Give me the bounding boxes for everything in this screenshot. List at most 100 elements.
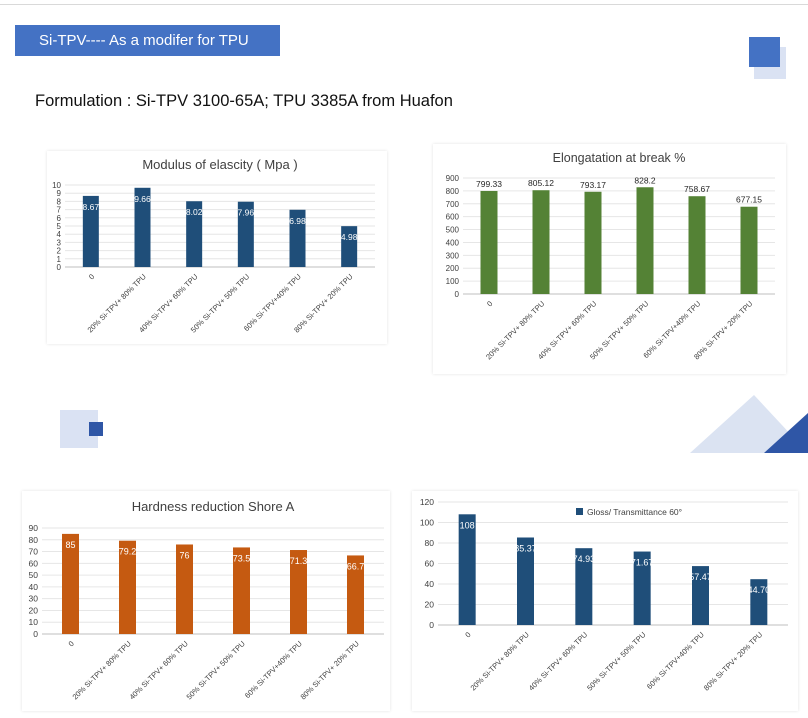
elongation-category-label: 40% Si-TPV+ 60% TPU <box>536 299 598 361</box>
modulus-category-label: 40% Si-TPV+ 60% TPU <box>137 272 199 334</box>
gloss-data-label: 57.47 <box>689 572 712 582</box>
modulus-category-label: 80% Si-TPV+ 20% TPU <box>292 272 354 334</box>
gloss-category-label: 50% Si-TPV+ 50% TPU <box>585 630 647 692</box>
gloss-bar <box>517 537 534 625</box>
hardness-y-tick-label: 60 <box>29 558 39 568</box>
hardness-y-tick-label: 90 <box>29 523 39 533</box>
elongation-data-label: 677.15 <box>736 195 762 205</box>
gloss-y-tick-label: 20 <box>425 600 435 610</box>
gloss-data-label: 71.67 <box>631 558 654 568</box>
elongation-y-tick-label: 400 <box>446 238 460 247</box>
hardness-bar <box>119 540 136 634</box>
hardness-chart-panel: Hardness reduction Shore A 0 10 20 30 40 50 60 7… <box>22 491 390 711</box>
elongation-bar <box>636 187 654 294</box>
hardness-data-label: 79.2 <box>119 547 137 557</box>
hardness-chart-title: Hardness reduction Shore A <box>132 499 295 514</box>
gloss-bar <box>692 566 709 625</box>
hardness-category-label: 50% Si-TPV+ 50% TPU <box>184 639 246 701</box>
modulus-y-tick-label: 7 <box>57 206 62 215</box>
section-banner: Si-TPV---- As a modifer for TPU <box>15 25 280 56</box>
deco-square-dark-2 <box>89 422 103 436</box>
modulus-chart-title: Modulus of elascity ( Mpa ) <box>142 157 297 172</box>
top-divider <box>0 4 808 5</box>
elongation-y-tick-label: 900 <box>446 174 460 183</box>
elongation-chart-title: Elongatation at break % <box>553 151 686 165</box>
elongation-data-label: 793.17 <box>580 180 606 190</box>
gloss-data-label: 44.70 <box>748 585 771 595</box>
modulus-y-tick-label: 9 <box>57 189 62 198</box>
hardness-data-label: 76 <box>179 550 189 560</box>
elongation-bar <box>480 190 498 294</box>
elongation-bar <box>688 196 706 294</box>
hardness-data-label: 66.7 <box>347 561 365 571</box>
elongation-y-tick-label: 0 <box>455 290 460 299</box>
modulus-category-label: 60% Si-TPV+40% TPU <box>242 272 303 333</box>
gloss-category-label: 80% Si-TPV+ 20% TPU <box>702 630 764 692</box>
gloss-bar <box>750 579 768 625</box>
hardness-category-label: 80% Si-TPV+ 20% TPU <box>298 639 360 701</box>
elongation-bar <box>532 190 550 294</box>
modulus-chart: Modulus of elascity ( Mpa )0123456789108… <box>52 157 375 334</box>
gloss-data-label: 85.37 <box>514 543 537 553</box>
hardness-y-tick-label: 0 <box>33 629 38 639</box>
hardness-data-label: 85 <box>65 540 75 550</box>
gloss-y-tick-label: 100 <box>420 518 434 528</box>
hardness-bar <box>176 544 193 634</box>
deco-triangles <box>690 395 808 453</box>
modulus-data-label: 7.96 <box>238 208 255 218</box>
hardness-bar <box>62 533 79 634</box>
hardness-category-label: 60% Si-TPV+40% TPU <box>243 639 304 700</box>
modulus-category-label: 50% Si-TPV+ 50% TPU <box>189 272 251 334</box>
modulus-bar <box>289 209 306 267</box>
elongation-y-tick-label: 500 <box>446 226 460 235</box>
hardness-bar <box>290 550 307 634</box>
elongation-category-label: 80% Si-TPV+ 20% TPU <box>692 299 754 361</box>
hardness-category-label: 40% Si-TPV+ 60% TPU <box>127 639 189 701</box>
hardness-category-label: 20% Si-TPV+ 80% TPU <box>70 639 132 701</box>
formulation-heading: Formulation : Si-TPV 3100-65A; TPU 3385A… <box>35 92 453 110</box>
gloss-y-tick-label: 60 <box>425 559 435 569</box>
modulus-y-tick-label: 1 <box>57 255 62 264</box>
elongation-bar <box>584 191 602 294</box>
elongation-y-tick-label: 600 <box>446 213 460 222</box>
gloss-category-label: 40% Si-TPV+ 60% TPU <box>527 630 589 692</box>
hardness-data-label: 71.3 <box>290 556 308 566</box>
hardness-y-tick-label: 40 <box>29 582 39 592</box>
deco-triangle-light <box>690 395 808 453</box>
elongation-data-label: 828.2 <box>634 175 656 185</box>
hardness-y-tick-label: 20 <box>29 605 39 615</box>
modulus-y-tick-label: 4 <box>57 230 62 239</box>
elongation-y-tick-label: 200 <box>446 264 460 273</box>
modulus-y-tick-label: 5 <box>57 222 62 231</box>
modulus-chart-panel: Modulus of elascity ( Mpa ) 0 1 2 3 4 5 6 7 8 9 10 8… <box>47 151 387 344</box>
elongation-y-tick-label: 800 <box>446 187 460 196</box>
modulus-bar <box>237 201 254 267</box>
gloss-category-label: 60% Si-TPV+40% TPU <box>645 630 706 691</box>
elongation-data-label: 799.33 <box>476 179 502 189</box>
modulus-data-label: 8.67 <box>83 202 100 212</box>
elongation-category-label: 50% Si-TPV+ 50% TPU <box>588 299 650 361</box>
gloss-y-tick-label: 0 <box>429 620 434 630</box>
hardness-y-tick-label: 70 <box>29 547 39 557</box>
elongation-bar <box>740 206 758 294</box>
elongation-category-label: 0 <box>485 299 494 308</box>
hardness-data-label: 73.5 <box>233 553 251 563</box>
modulus-y-tick-label: 0 <box>57 263 62 272</box>
modulus-y-tick-label: 10 <box>52 181 61 190</box>
gloss-data-label: 108 <box>460 520 475 530</box>
hardness-y-tick-label: 10 <box>29 617 39 627</box>
hardness-y-tick-label: 50 <box>29 570 39 580</box>
gloss-y-tick-label: 40 <box>425 579 435 589</box>
gloss-legend-swatch <box>576 508 583 515</box>
hardness-y-tick-label: 80 <box>29 535 39 545</box>
deco-square-dark <box>749 37 780 67</box>
modulus-data-label: 9.66 <box>134 194 151 204</box>
gloss-legend-label: Gloss/ Transmittance 60° <box>587 507 682 517</box>
elongation-category-label: 60% Si-TPV+40% TPU <box>641 299 702 360</box>
modulus-bar <box>341 226 358 267</box>
modulus-category-label: 0 <box>87 272 96 281</box>
gloss-bar <box>633 551 651 625</box>
gloss-category-label: 20% Si-TPV+ 80% TPU <box>468 630 530 692</box>
modulus-data-label: 8.02 <box>186 207 203 217</box>
modulus-data-label: 4.98 <box>341 232 358 242</box>
